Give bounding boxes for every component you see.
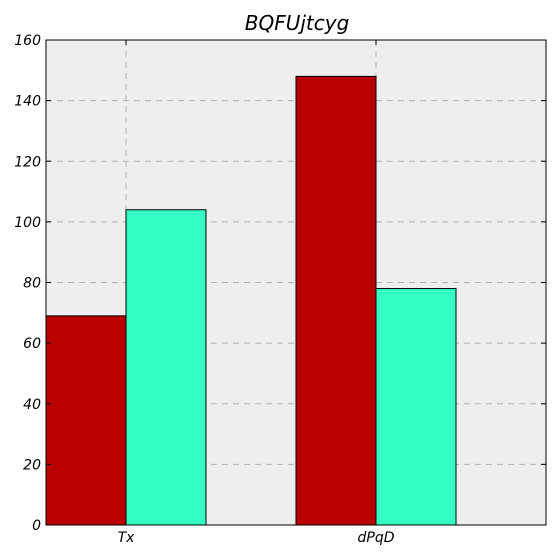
ytick-label: 80: [23, 276, 41, 292]
xtick-label: dPqD: [358, 530, 395, 546]
bar-tx-series2: [125, 209, 207, 526]
bars: [45, 75, 457, 526]
bar-tx-series1: [45, 315, 127, 526]
xtick-label: Tx: [118, 530, 136, 546]
ytick-label: 0: [32, 518, 41, 534]
ytick-label: 40: [23, 397, 41, 413]
ytick-label: 100: [14, 215, 41, 231]
ytick-label: 120: [14, 154, 41, 170]
bar-dpqd-series2: [375, 288, 457, 526]
bar-dpqd-series1: [295, 75, 377, 526]
ytick-label: 140: [14, 94, 41, 110]
ytick-label: 160: [14, 33, 41, 49]
ytick-label: 20: [23, 457, 41, 473]
tick-labels: 0 20 40 60 80 100 120 140 160 Tx dPqD: [14, 33, 394, 546]
ticks: [46, 39, 546, 526]
ytick-label: 60: [23, 336, 41, 352]
chart-title: BQFUjtcyg: [245, 11, 350, 35]
